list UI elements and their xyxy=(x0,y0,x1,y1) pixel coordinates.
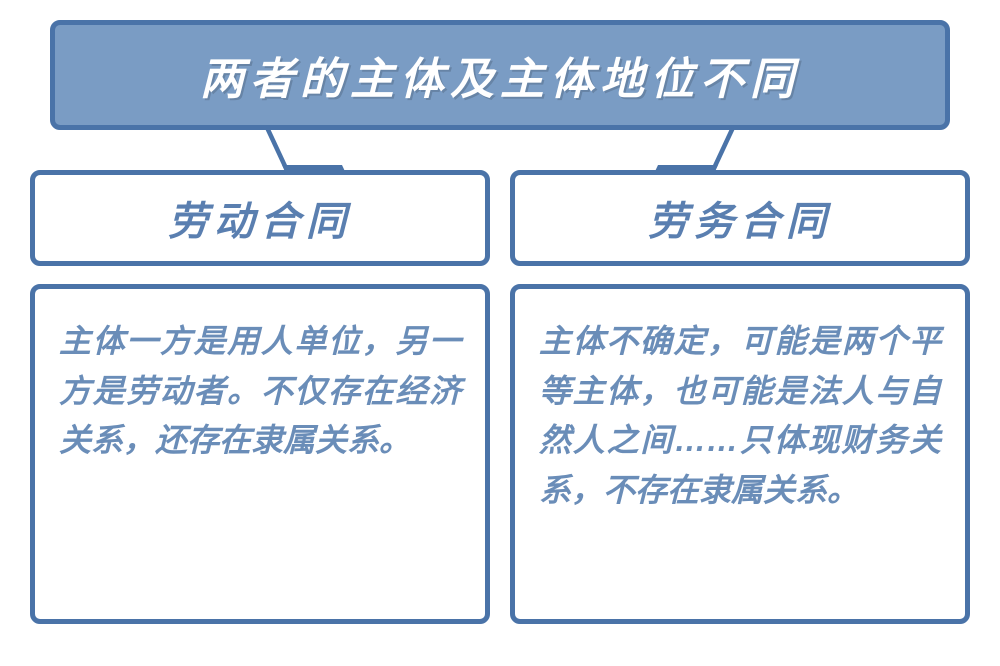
sub-header-right-title: 劳务合同 xyxy=(525,189,955,247)
sub-header-left-title: 劳动合同 xyxy=(45,189,475,247)
sub-header-left: 劳动合同 xyxy=(30,170,490,266)
sub-header-right: 劳务合同 xyxy=(510,170,970,266)
column-left: 劳动合同 主体一方是用人单位，另一方是劳动者。不仅存在经济关系，还存在隶属关系。 xyxy=(30,170,490,624)
content-left-text: 主体一方是用人单位，另一方是劳动者。不仅存在经济关系，还存在隶属关系。 xyxy=(59,317,461,466)
header-title: 两者的主体及主体地位不同 xyxy=(85,43,915,107)
content-box-left: 主体一方是用人单位，另一方是劳动者。不仅存在经济关系，还存在隶属关系。 xyxy=(30,284,490,624)
connector-right xyxy=(656,130,735,170)
connector-left xyxy=(266,130,345,170)
column-right: 劳务合同 主体不确定，可能是两个平等主体，也可能是法人与自然人之间……只体现财务… xyxy=(510,170,970,624)
diagram-header: 两者的主体及主体地位不同 xyxy=(50,20,950,130)
content-right-text: 主体不确定，可能是两个平等主体，也可能是法人与自然人之间……只体现财务关系，不存… xyxy=(539,317,941,515)
connector-lines xyxy=(50,130,950,170)
content-box-right: 主体不确定，可能是两个平等主体，也可能是法人与自然人之间……只体现财务关系，不存… xyxy=(510,284,970,624)
columns-container: 劳动合同 主体一方是用人单位，另一方是劳动者。不仅存在经济关系，还存在隶属关系。… xyxy=(30,170,970,624)
